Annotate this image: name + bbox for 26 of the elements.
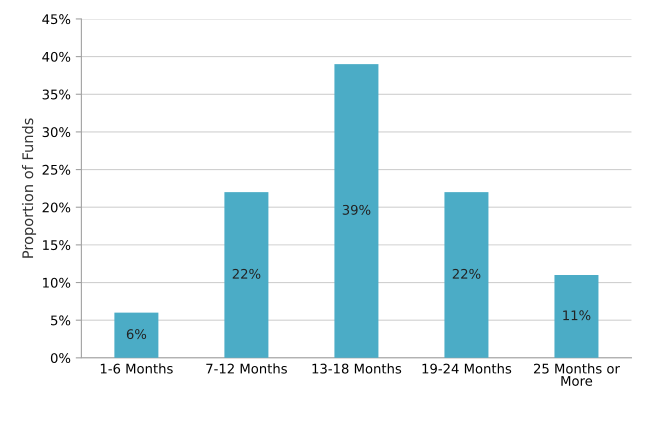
data-label: 6% (126, 329, 146, 340)
y-tick-label: 30% (42, 127, 70, 138)
y-axis-title: Proportion of Funds (22, 118, 36, 258)
y-tick-label: 0% (50, 353, 70, 364)
x-tick-label: 13-18 Months (312, 363, 402, 374)
y-tick-label: 10% (43, 278, 70, 288)
y-tick-label: 5% (51, 315, 70, 326)
y-tick-label: 20% (42, 202, 70, 212)
y-tick-label: 45% (42, 14, 70, 24)
bar (334, 64, 378, 358)
bar (114, 312, 158, 358)
y-tick-label: 40% (42, 52, 70, 62)
y-tick-label: 15% (43, 240, 70, 250)
data-label: 39% (342, 204, 370, 215)
bar (554, 275, 598, 358)
y-tick-label: 35% (42, 89, 70, 100)
x-tick-label: 7-12 Months (206, 363, 287, 374)
data-label: 11% (563, 310, 590, 320)
x-tick-label: 19-24 Months (422, 363, 512, 374)
y-tick-label: 25% (42, 164, 70, 175)
data-label: 22% (452, 268, 480, 279)
bar (444, 192, 488, 358)
data-label: 22% (232, 268, 260, 279)
bar (224, 192, 268, 358)
x-tick-label: 1-6 Months (100, 363, 173, 374)
x-tick-label: 25 Months or More (534, 363, 620, 386)
